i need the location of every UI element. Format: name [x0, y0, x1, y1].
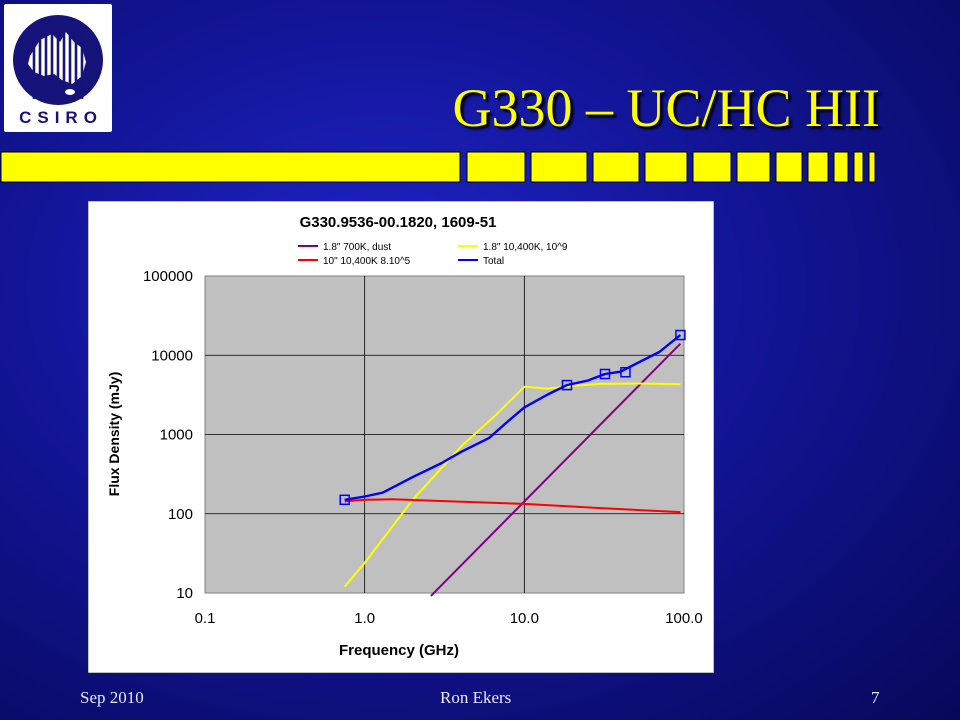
chart-panel: G330.9536-00.1820, 1609-51 1.8" 700K, du… [88, 201, 714, 673]
chart-title: G330.9536-00.1820, 1609-51 [300, 214, 497, 231]
observation-marker [561, 379, 573, 391]
x-tick-label: 10.0 [510, 610, 539, 627]
x-tick-label: 100.0 [665, 610, 703, 627]
footer-author: Ron Ekers [440, 688, 512, 707]
observation-marker [339, 494, 350, 506]
flux-density-chart: G330.9536-00.1820, 1609-51 1.8" 700K, du… [88, 201, 714, 673]
observation-marker [620, 367, 631, 378]
y-tick-label: 100 [168, 506, 193, 523]
logo-text: CSIRO [19, 108, 103, 127]
observation-marker [599, 368, 611, 380]
csiro-logo: CSIRO [4, 4, 112, 132]
csiro-australia-logo-icon [13, 15, 103, 105]
series-lines [343, 334, 682, 597]
series-line-1 [343, 382, 681, 588]
y-tick-label: 1000 [160, 427, 193, 444]
x-tick-label: 0.1 [195, 610, 216, 627]
series-line-0 [430, 342, 682, 597]
slide-title: G330 – UC/HC HII [452, 78, 881, 138]
title-underline-bar [0, 151, 876, 183]
series-line-2 [344, 498, 681, 514]
legend-entry: 1.8" 700K, dust [323, 242, 391, 253]
legend-entry: Total [483, 256, 504, 267]
x-tick-label: 1.0 [354, 610, 375, 627]
y-axis-ticks: 10 100 1000 10000 100000 [143, 268, 193, 602]
observation-marker [675, 329, 686, 341]
legend-entry: 1.8" 10,400K, 10^9 [483, 242, 568, 253]
series-line-3 [344, 334, 682, 501]
y-tick-label: 100000 [143, 268, 193, 285]
legend-entry: 10" 10,400K 8.10^5 [323, 256, 411, 267]
y-tick-label: 10 [176, 585, 193, 602]
footer-date: Sep 2010 [80, 688, 144, 707]
x-axis-ticks: 0.1 1.0 10.0 100.0 [195, 610, 703, 627]
y-tick-label: 10000 [151, 347, 193, 364]
chart-legend: 1.8" 700K, dust 1.8" 10,400K, 10^9 10" 10,… [298, 242, 568, 267]
grid-lines [205, 276, 684, 593]
x-axis-label: Frequency (GHz) [339, 642, 459, 659]
footer-page-number: 7 [871, 688, 880, 707]
observation-markers [339, 329, 686, 506]
y-axis-label: Flux Density (mJy) [106, 372, 122, 496]
